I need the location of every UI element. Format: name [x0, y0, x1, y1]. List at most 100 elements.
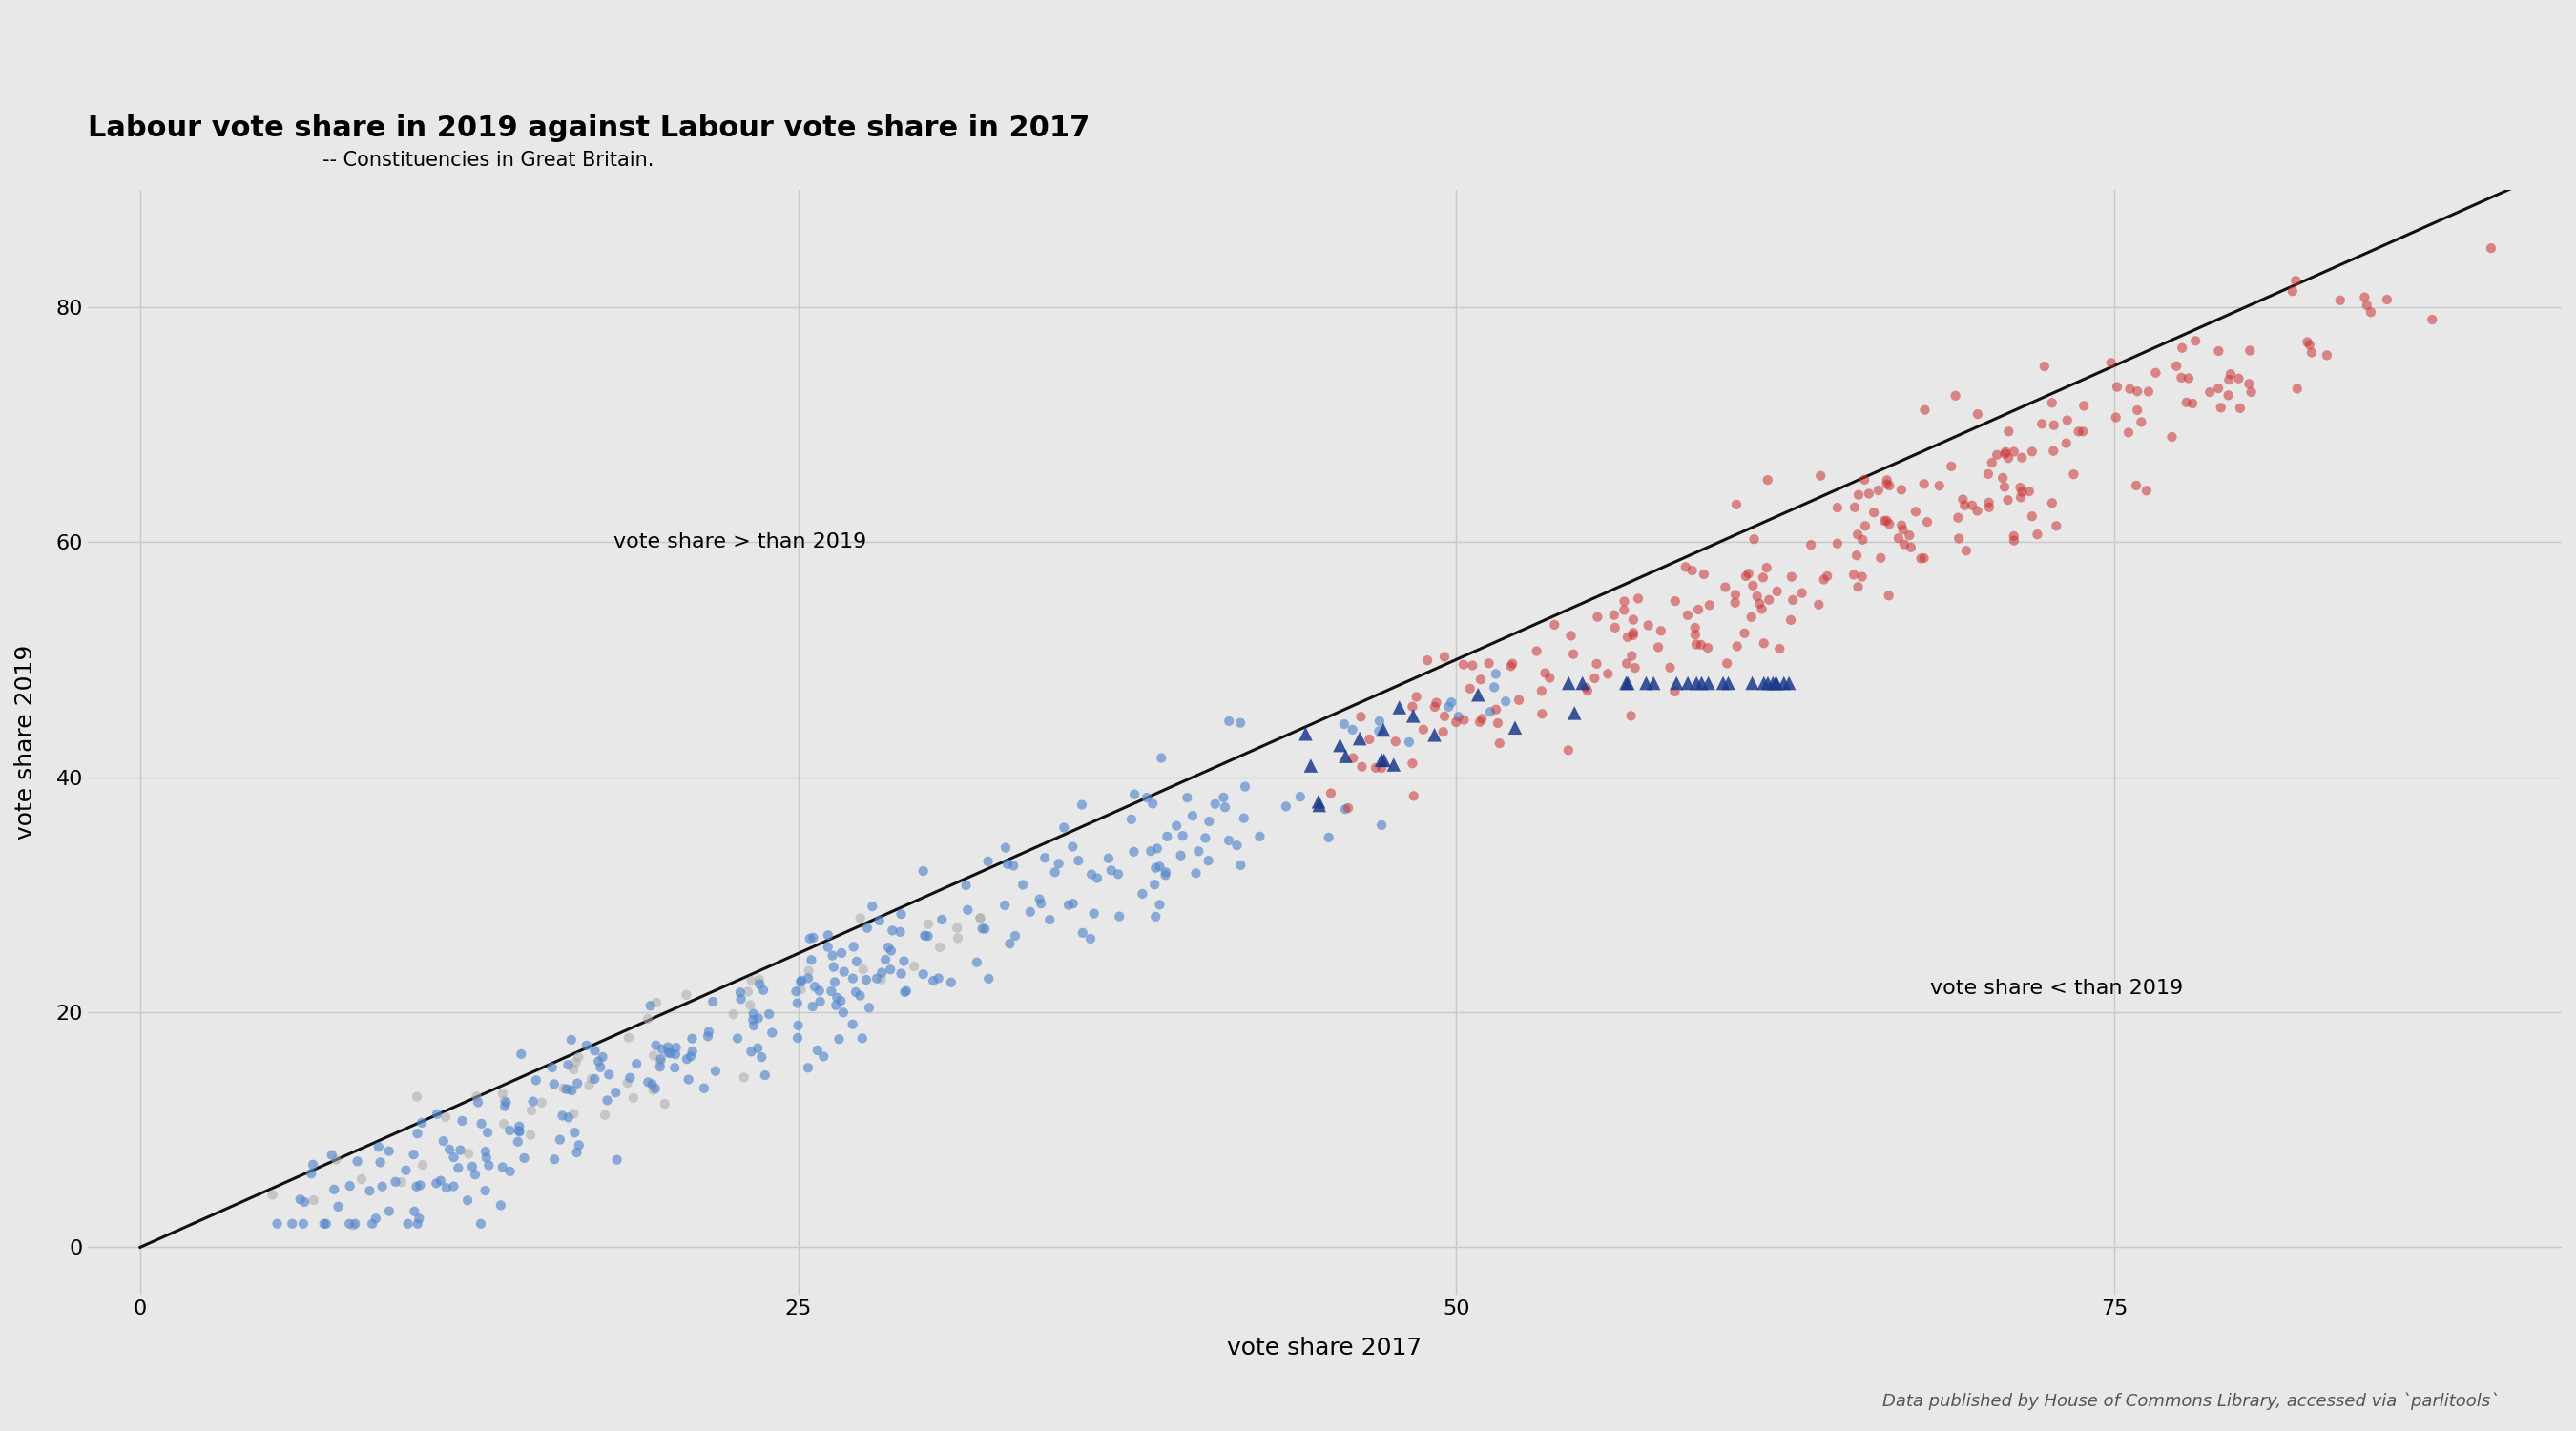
Point	[433, 1146, 474, 1169]
Point	[688, 1020, 729, 1043]
Point	[817, 993, 858, 1016]
Point	[819, 1027, 860, 1050]
Point	[613, 1086, 654, 1109]
Text: vote share > than 2019: vote share > than 2019	[613, 532, 868, 551]
Point	[636, 1033, 677, 1056]
Point	[1770, 608, 1811, 631]
Point	[1172, 804, 1213, 827]
Point	[778, 1026, 819, 1049]
Point	[1038, 853, 1079, 876]
Point	[693, 990, 734, 1013]
Point	[2287, 331, 2329, 353]
Point	[641, 1037, 683, 1060]
Point	[1566, 677, 1607, 700]
Point	[1224, 807, 1265, 830]
Point	[1984, 442, 2025, 465]
Point	[258, 1212, 299, 1235]
Point	[294, 1189, 335, 1212]
Point	[1043, 816, 1084, 839]
Point	[904, 924, 945, 947]
Point	[2208, 368, 2249, 391]
Point	[1139, 893, 1180, 916]
Point	[1595, 604, 1636, 627]
Point	[1468, 651, 1510, 674]
Point	[2120, 411, 2161, 434]
Point	[1533, 614, 1574, 637]
Point	[2012, 505, 2053, 528]
Point	[1731, 671, 1772, 694]
Point	[554, 1102, 595, 1125]
Point	[667, 1068, 708, 1090]
Point	[845, 969, 886, 992]
Point	[835, 980, 876, 1003]
Point	[1327, 797, 1368, 820]
Point	[2032, 439, 2074, 462]
Point	[1816, 532, 1857, 555]
Point	[992, 854, 1033, 877]
Point	[1654, 680, 1695, 703]
Point	[1984, 475, 2025, 498]
Point	[2470, 236, 2512, 259]
Point	[556, 1072, 598, 1095]
Point	[907, 924, 948, 947]
Point	[984, 894, 1025, 917]
Point	[1360, 814, 1401, 837]
Point	[917, 967, 958, 990]
Point	[814, 970, 855, 993]
Point	[1672, 560, 1713, 582]
Point	[1473, 675, 1515, 698]
Point	[1360, 710, 1401, 733]
Point	[312, 1143, 353, 1166]
Point	[2053, 462, 2094, 485]
Point	[1265, 796, 1306, 819]
Point	[871, 919, 912, 942]
Point	[840, 907, 881, 930]
Point	[1772, 565, 1814, 588]
Point	[417, 1103, 459, 1126]
Point	[791, 995, 832, 1017]
Point	[1806, 565, 1847, 588]
Point	[2032, 492, 2074, 515]
Point	[1687, 637, 1728, 660]
Point	[572, 1068, 613, 1090]
Text: Labour vote share in 2019 against Labour vote share in 2017: Labour vote share in 2019 against Labour…	[88, 114, 1090, 142]
Point	[778, 1015, 819, 1037]
Point	[778, 992, 819, 1015]
Point	[1036, 861, 1077, 884]
Point	[1144, 864, 1185, 887]
Point	[1731, 574, 1772, 597]
Point	[464, 1141, 505, 1163]
Point	[1388, 731, 1430, 754]
Point	[814, 956, 855, 979]
Point	[1577, 653, 1618, 675]
Point	[641, 1047, 683, 1070]
Point	[1906, 511, 1947, 534]
Point	[541, 1105, 582, 1128]
Point	[1458, 683, 1499, 705]
Point	[822, 1000, 863, 1023]
Point	[2344, 286, 2385, 309]
Point	[714, 1003, 755, 1026]
Point	[549, 1053, 590, 1076]
Point	[1610, 704, 1651, 727]
Point	[1414, 724, 1455, 747]
Point	[788, 967, 829, 990]
Point	[1765, 671, 1806, 694]
Point	[750, 1003, 791, 1026]
Point	[2172, 392, 2213, 415]
Point	[1883, 532, 1924, 555]
Point	[1945, 494, 1986, 517]
Point	[1203, 786, 1244, 809]
Point	[587, 1063, 629, 1086]
Point	[1097, 863, 1139, 886]
Point	[1937, 527, 1978, 550]
Point	[1607, 671, 1649, 694]
Point	[567, 1035, 608, 1058]
Point	[732, 1009, 773, 1032]
Point	[420, 1169, 461, 1192]
Point	[1880, 514, 1922, 537]
Point	[2221, 396, 2262, 419]
Point	[1051, 836, 1092, 859]
Point	[1842, 528, 1883, 551]
Point	[1929, 455, 1971, 478]
